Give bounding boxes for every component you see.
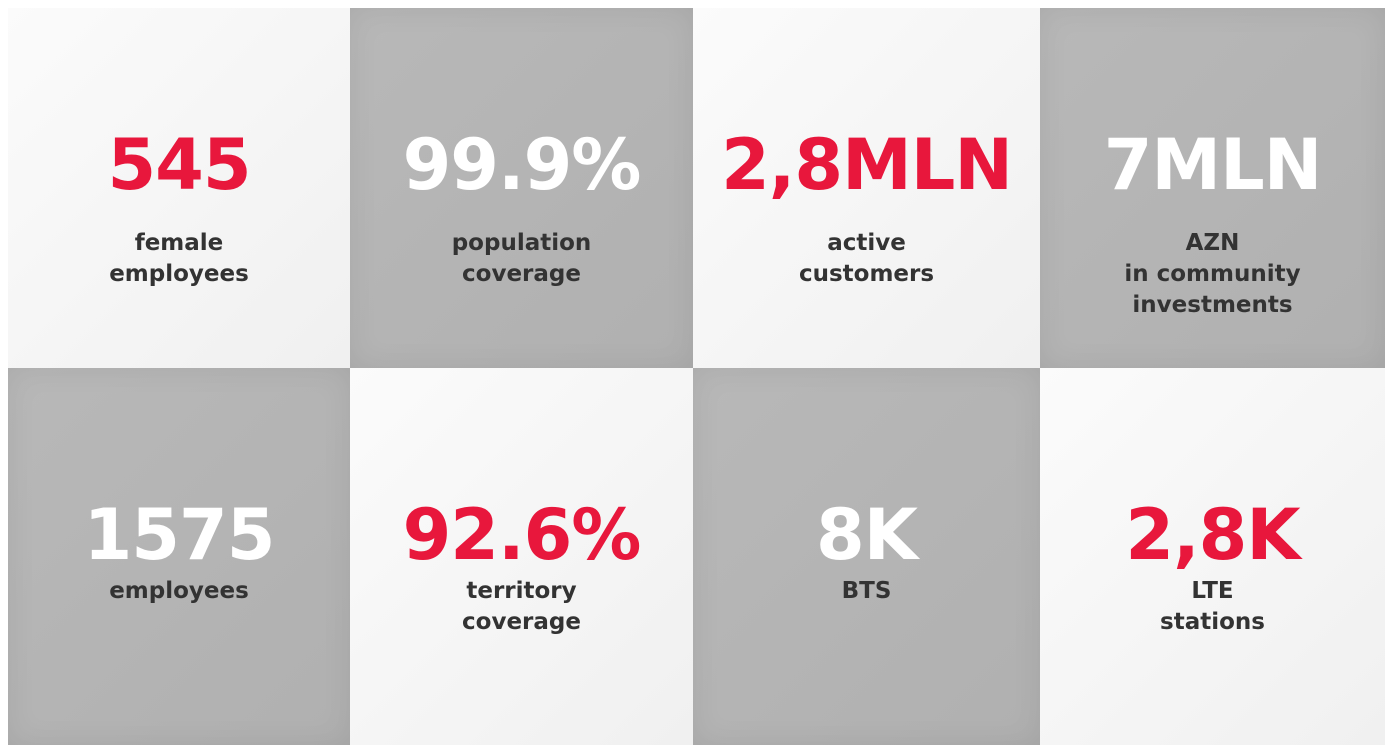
stat-value: 99.9% xyxy=(402,124,642,206)
stat-label-line: coverage xyxy=(462,609,581,635)
stat-label: territory coverage xyxy=(462,576,581,638)
stat-tile: 1575 employees xyxy=(8,368,350,745)
stat-label-line: LTE xyxy=(1191,578,1234,604)
stat-label-line: in community xyxy=(1124,261,1301,287)
stat-label-line: employees xyxy=(109,578,249,604)
stat-label-line: territory xyxy=(466,578,577,604)
stat-tile: 2,8MLN active customers xyxy=(693,8,1040,368)
stat-label-line: population xyxy=(451,230,592,256)
stat-label: employees xyxy=(109,576,249,607)
stat-value: 1575 xyxy=(83,494,276,576)
stat-value: 92.6% xyxy=(402,494,642,576)
stat-tile: 8K BTS xyxy=(693,368,1040,745)
stat-label-line: customers xyxy=(798,261,935,287)
stat-label-line: female xyxy=(134,230,224,256)
stat-tile: 7MLN AZN in community investments xyxy=(1040,8,1385,368)
stat-label: LTE stations xyxy=(1160,576,1265,638)
stat-tile: 545 female employees xyxy=(8,8,350,368)
stat-label-line: AZN xyxy=(1185,230,1240,256)
stat-label: AZN in community investments xyxy=(1124,228,1300,321)
stat-label-line: active xyxy=(827,230,906,256)
stat-label: female employees xyxy=(109,228,249,290)
stats-grid: 545 female employees 99.9% population coverag… xyxy=(8,8,1385,745)
stat-value: 8K xyxy=(816,494,918,576)
stat-label: population coverage xyxy=(452,228,592,290)
stat-label-line: BTS xyxy=(841,578,892,604)
stat-value: 545 xyxy=(107,124,251,206)
stat-value: 2,8K xyxy=(1125,494,1300,576)
stat-label-line: coverage xyxy=(462,261,581,287)
stat-label-line: stations xyxy=(1160,609,1265,635)
stat-tile: 2,8K LTE stations xyxy=(1040,368,1385,745)
stat-tile: 99.9% population coverage xyxy=(350,8,693,368)
stat-value: 7MLN xyxy=(1103,124,1323,206)
stat-label: active customers xyxy=(799,228,934,290)
stat-label: BTS xyxy=(842,576,892,607)
stat-label-line: investments xyxy=(1132,292,1293,318)
stat-label-line: employees xyxy=(109,261,249,287)
stat-tile: 92.6% territory coverage xyxy=(350,368,693,745)
stat-value: 2,8MLN xyxy=(721,124,1013,206)
